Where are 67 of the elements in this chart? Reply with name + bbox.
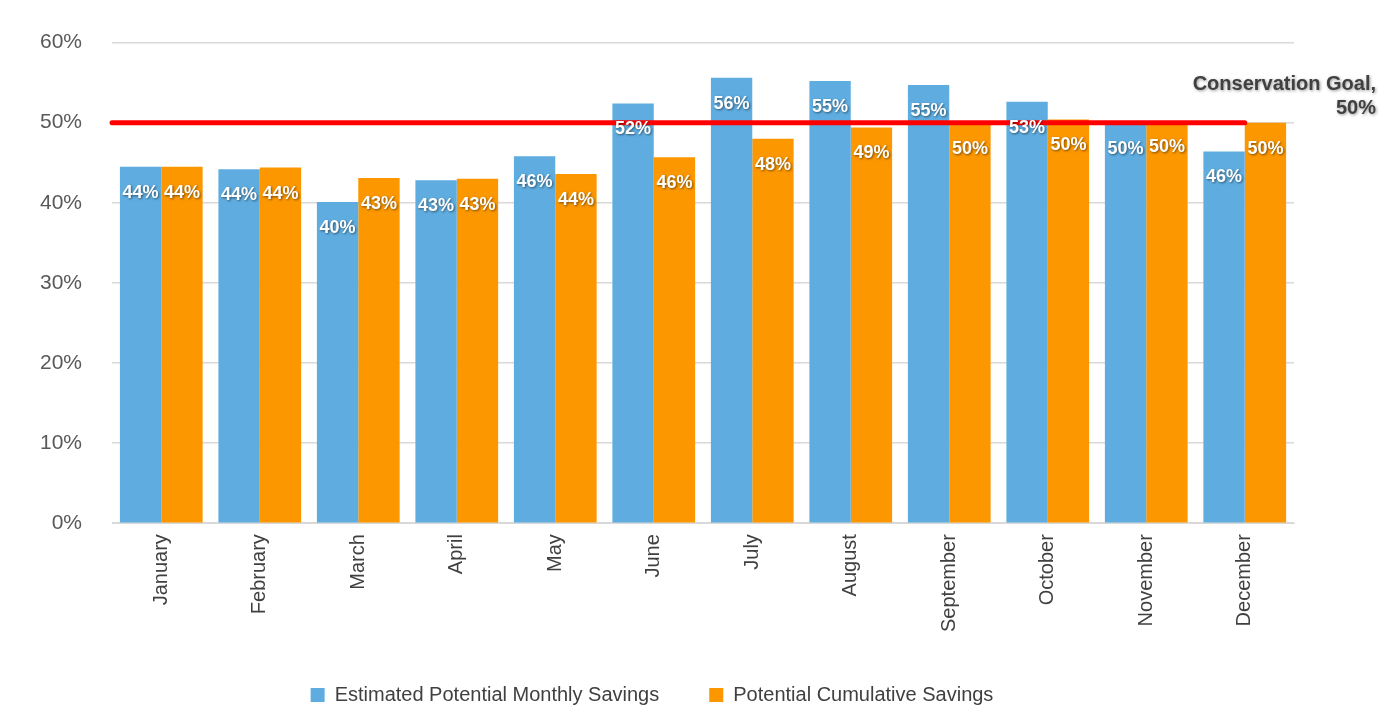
- y-tick-label: 50%: [40, 109, 83, 133]
- x-tick-label: April: [444, 534, 467, 575]
- data-label: 49%: [853, 142, 890, 163]
- y-tick-label: 30%: [40, 269, 83, 293]
- data-label: 50%: [1050, 134, 1087, 155]
- y-tick-label: 40%: [40, 189, 83, 213]
- data-label: 44%: [122, 181, 159, 202]
- bar: [1104, 122, 1147, 523]
- data-label: 48%: [754, 153, 791, 174]
- legend-label: Estimated Potential Monthly Savings: [334, 682, 660, 705]
- x-tick-label: January: [148, 534, 171, 606]
- x-tick-label: November: [1133, 533, 1156, 627]
- bar: [1203, 151, 1245, 523]
- y-tick-label: 10%: [40, 429, 83, 453]
- bar: [456, 178, 499, 523]
- bar: [850, 127, 893, 523]
- data-label: 43%: [360, 192, 397, 213]
- data-label: 56%: [713, 92, 750, 113]
- bar: [555, 173, 597, 523]
- data-label: 43%: [459, 193, 496, 214]
- data-label: 46%: [1206, 166, 1243, 187]
- data-label: 55%: [812, 96, 849, 117]
- bar: [809, 81, 851, 523]
- legend-label: Potential Cumulative Savings: [733, 682, 994, 705]
- y-tick-label: 20%: [40, 349, 83, 373]
- data-label: 44%: [557, 188, 594, 209]
- x-tick-label: May: [542, 534, 565, 572]
- data-label: 46%: [516, 171, 553, 192]
- y-tick-label: 0%: [51, 509, 83, 533]
- bar: [1047, 119, 1090, 523]
- data-label: 50%: [951, 137, 988, 158]
- data-label: 40%: [319, 216, 356, 237]
- x-tick-label: February: [247, 534, 270, 615]
- x-tick-label: July: [739, 534, 762, 570]
- bar: [358, 177, 400, 523]
- data-label: 43%: [418, 195, 455, 216]
- bar: [949, 122, 991, 523]
- bar: [612, 103, 654, 523]
- bar: [1006, 101, 1048, 523]
- bar: [710, 77, 753, 523]
- bar: [653, 157, 696, 523]
- bar: [1244, 122, 1287, 523]
- x-tick-label: September: [936, 533, 959, 633]
- y-tick-label: 60%: [40, 29, 83, 53]
- bar: [415, 180, 457, 523]
- data-label: 46%: [656, 172, 693, 193]
- bar: [161, 166, 203, 523]
- x-tick-label: March: [345, 534, 368, 590]
- bar: [752, 138, 794, 523]
- x-tick-label: October: [1035, 533, 1058, 606]
- data-label: 50%: [1247, 137, 1284, 158]
- bar: [316, 201, 359, 523]
- data-label: 44%: [163, 181, 200, 202]
- bar: [259, 167, 302, 523]
- x-tick-label: June: [641, 534, 664, 578]
- data-label: 44%: [221, 184, 258, 205]
- bar: [907, 85, 950, 523]
- bar: [218, 169, 260, 523]
- data-label: 50%: [1148, 136, 1185, 157]
- bar: [119, 166, 162, 523]
- x-tick-label: December: [1232, 533, 1255, 627]
- data-label: 50%: [1107, 137, 1144, 158]
- bar: [513, 156, 556, 523]
- ref-line-label: Conservation Goal, 50%: [1192, 72, 1377, 119]
- x-tick-label: August: [838, 533, 861, 597]
- data-label: 55%: [910, 100, 947, 121]
- data-label: 44%: [262, 182, 299, 203]
